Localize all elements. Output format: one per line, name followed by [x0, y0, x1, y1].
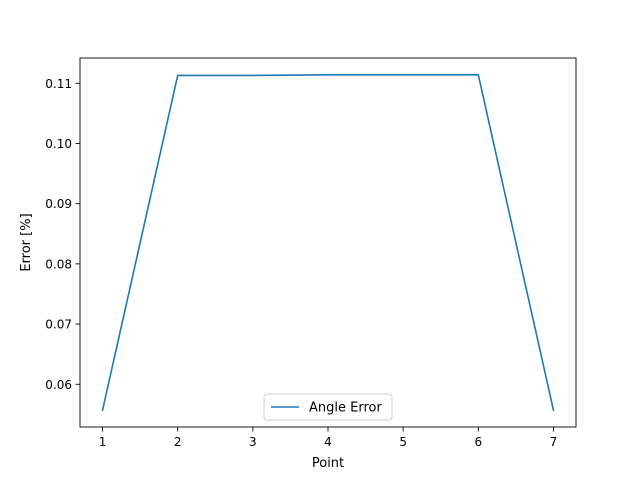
x-tick-label: 5: [399, 435, 407, 449]
y-tick-label: 0.09: [45, 197, 72, 211]
plot-area: [80, 58, 576, 427]
legend-label: Angle Error: [309, 401, 382, 416]
x-tick-label: 1: [99, 435, 107, 449]
x-tick-label: 7: [550, 435, 558, 449]
y-axis-label: Error [%]: [19, 213, 34, 271]
x-tick-label: 4: [324, 435, 332, 449]
y-tick-label: 0.07: [45, 318, 72, 332]
y-tick-label: 0.10: [45, 137, 72, 151]
y-tick-label: 0.11: [45, 77, 72, 91]
y-tick-label: 0.08: [45, 257, 72, 271]
x-axis-label: Point: [312, 456, 344, 471]
x-tick-label: 2: [174, 435, 182, 449]
y-tick-label: 0.06: [45, 378, 72, 392]
x-tick-label: 3: [249, 435, 257, 449]
x-tick-label: 6: [474, 435, 482, 449]
legend: Angle Error: [264, 394, 392, 420]
